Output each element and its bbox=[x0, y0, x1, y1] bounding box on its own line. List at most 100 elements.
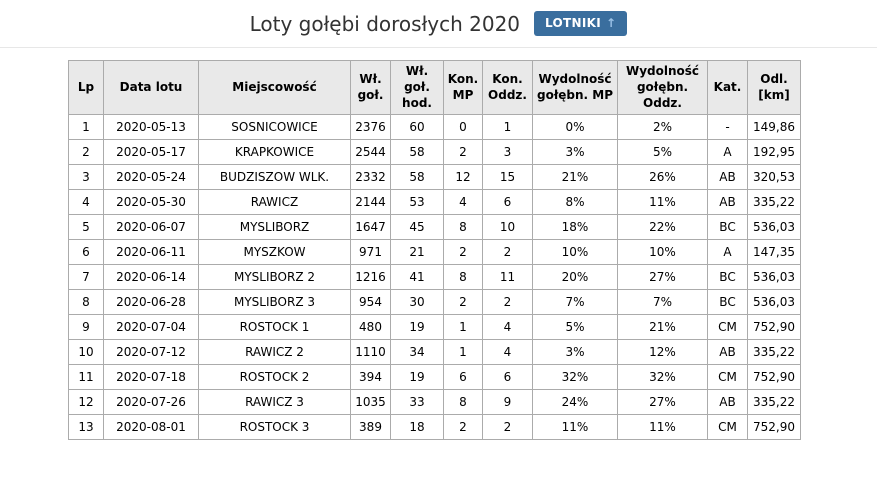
table-cell: BC bbox=[707, 213, 748, 240]
table-cell: SOSNICOWICE bbox=[198, 113, 351, 140]
column-header-0: Lp bbox=[68, 60, 104, 115]
column-header-2: Miejscowość bbox=[198, 60, 351, 115]
flights-table-head: Lp Data lotu Miejscowość Wł. goł. Wł. goł. h… bbox=[68, 60, 801, 115]
flights-table-body: 1 2020-05-13 SOSNICOWICE 2376 60 0 1 0% 2% -149,8… bbox=[68, 113, 801, 440]
table-cell: 536,03 bbox=[747, 263, 801, 290]
table-cell: 1216 bbox=[350, 263, 391, 290]
table-cell: 2 bbox=[482, 413, 533, 440]
table-cell: 34 bbox=[390, 338, 444, 365]
table-cell: 5% bbox=[532, 313, 618, 340]
table-cell: 11 bbox=[68, 363, 104, 390]
table-cell: 21 bbox=[390, 238, 444, 265]
table-cell: 2020-06-28 bbox=[103, 288, 199, 315]
table-cell: BC bbox=[707, 263, 748, 290]
table-cell: MYSLIBORZ bbox=[198, 213, 351, 240]
table-cell: 2 bbox=[443, 413, 483, 440]
table-cell: 3% bbox=[532, 338, 618, 365]
table-cell: CM bbox=[707, 313, 748, 340]
table-cell: AB bbox=[707, 163, 748, 190]
table-cell: 22% bbox=[617, 213, 708, 240]
table-cell: - bbox=[707, 113, 748, 140]
table-cell: MYSLIBORZ 3 bbox=[198, 288, 351, 315]
table-cell: 19 bbox=[390, 363, 444, 390]
table-cell: 2020-05-17 bbox=[103, 138, 199, 165]
table-cell: 3 bbox=[482, 138, 533, 165]
table-cell: MYSLIBORZ 2 bbox=[198, 263, 351, 290]
table-cell: 4 bbox=[482, 313, 533, 340]
table-cell: 2020-05-24 bbox=[103, 163, 199, 190]
table-cell: 58 bbox=[390, 138, 444, 165]
table-cell: 45 bbox=[390, 213, 444, 240]
table-cell: 971 bbox=[350, 238, 391, 265]
table-cell: 1 bbox=[443, 313, 483, 340]
table-row: 10 2020-07-12 RAWICZ 2 1110 34 1 4 3% 12% AB 335,2… bbox=[68, 338, 801, 365]
table-row: 13 2020-08-01 ROSTOCK 3 389 18 2 2 11% 11% CM 752,… bbox=[68, 413, 801, 440]
table-cell: 2% bbox=[617, 113, 708, 140]
table-cell: 8 bbox=[443, 388, 483, 415]
table-cell: 2144 bbox=[350, 188, 391, 215]
table-cell: AB bbox=[707, 338, 748, 365]
table-cell: 2020-06-11 bbox=[103, 238, 199, 265]
table-cell: MYSZKOW bbox=[198, 238, 351, 265]
table-cell: 2 bbox=[443, 138, 483, 165]
table-cell: 0 bbox=[443, 113, 483, 140]
table-cell: ROSTOCK 3 bbox=[198, 413, 351, 440]
lotniki-button-label: LOTNIKI bbox=[545, 16, 602, 30]
column-header-9: Kat. bbox=[707, 60, 748, 115]
table-cell: A bbox=[707, 238, 748, 265]
table-cell: 149,86 bbox=[747, 113, 801, 140]
column-header-10: Odl. [km] bbox=[747, 60, 801, 115]
table-cell: 2020-07-18 bbox=[103, 363, 199, 390]
table-row: 3 2020-05-24 BUDZISZOW WLK. 2332 58 12 15 21% 26… bbox=[68, 163, 801, 190]
table-cell: 5 bbox=[68, 213, 104, 240]
table-cell: RAWICZ bbox=[198, 188, 351, 215]
table-cell: 33 bbox=[390, 388, 444, 415]
table-cell: 2020-06-07 bbox=[103, 213, 199, 240]
table-cell: 9 bbox=[482, 388, 533, 415]
table-cell: 394 bbox=[350, 363, 391, 390]
table-cell: 4 bbox=[68, 188, 104, 215]
table-cell: 27% bbox=[617, 388, 708, 415]
table-cell: 2 bbox=[443, 238, 483, 265]
table-cell: A bbox=[707, 138, 748, 165]
table-cell: 192,95 bbox=[747, 138, 801, 165]
table-row: 6 2020-06-11 MYSZKOW 971 21 2 2 10% 10% A 147,35 bbox=[68, 238, 801, 265]
lotniki-button[interactable]: LOTNIKI ↑ bbox=[534, 11, 628, 36]
table-cell: 1 bbox=[68, 113, 104, 140]
table-cell: 15 bbox=[482, 163, 533, 190]
table-cell: 2 bbox=[482, 238, 533, 265]
table-cell: 6 bbox=[68, 238, 104, 265]
table-cell: 41 bbox=[390, 263, 444, 290]
table-cell: 2020-08-01 bbox=[103, 413, 199, 440]
table-cell: 7% bbox=[617, 288, 708, 315]
table-cell: 3% bbox=[532, 138, 618, 165]
table-cell: 12 bbox=[68, 388, 104, 415]
table-cell: 32% bbox=[532, 363, 618, 390]
table-cell: 2020-07-04 bbox=[103, 313, 199, 340]
table-row: 12 2020-07-26 RAWICZ 3 1035 33 8 9 24% 27% AB 335,… bbox=[68, 388, 801, 415]
table-cell: 6 bbox=[482, 363, 533, 390]
column-header-8: Wydolność gołębn. Oddz. bbox=[617, 60, 708, 115]
table-cell: 954 bbox=[350, 288, 391, 315]
table-cell: 2020-05-30 bbox=[103, 188, 199, 215]
table-row: 8 2020-06-28 MYSLIBORZ 3 954 30 2 2 7% 7% BC 536,0… bbox=[68, 288, 801, 315]
table-cell: 536,03 bbox=[747, 213, 801, 240]
table-cell: 2 bbox=[68, 138, 104, 165]
table-cell: 58 bbox=[390, 163, 444, 190]
column-header-5: Kon. MP bbox=[443, 60, 483, 115]
table-row: 7 2020-06-14 MYSLIBORZ 2 1216 41 8 11 20% 27% BC 5… bbox=[68, 263, 801, 290]
table-cell: 12 bbox=[443, 163, 483, 190]
table-cell: 53 bbox=[390, 188, 444, 215]
table-cell: 6 bbox=[482, 188, 533, 215]
table-cell: 4 bbox=[482, 338, 533, 365]
table-cell: 24% bbox=[532, 388, 618, 415]
table-cell: 2 bbox=[443, 288, 483, 315]
table-cell: 19 bbox=[390, 313, 444, 340]
table-row: 1 2020-05-13 SOSNICOWICE 2376 60 0 1 0% 2% -149,8… bbox=[68, 113, 801, 140]
table-cell: 30 bbox=[390, 288, 444, 315]
table-cell: 10% bbox=[617, 238, 708, 265]
table-cell: 335,22 bbox=[747, 338, 801, 365]
table-cell: CM bbox=[707, 363, 748, 390]
table-cell: 11 bbox=[482, 263, 533, 290]
column-header-6: Kon. Oddz. bbox=[482, 60, 533, 115]
